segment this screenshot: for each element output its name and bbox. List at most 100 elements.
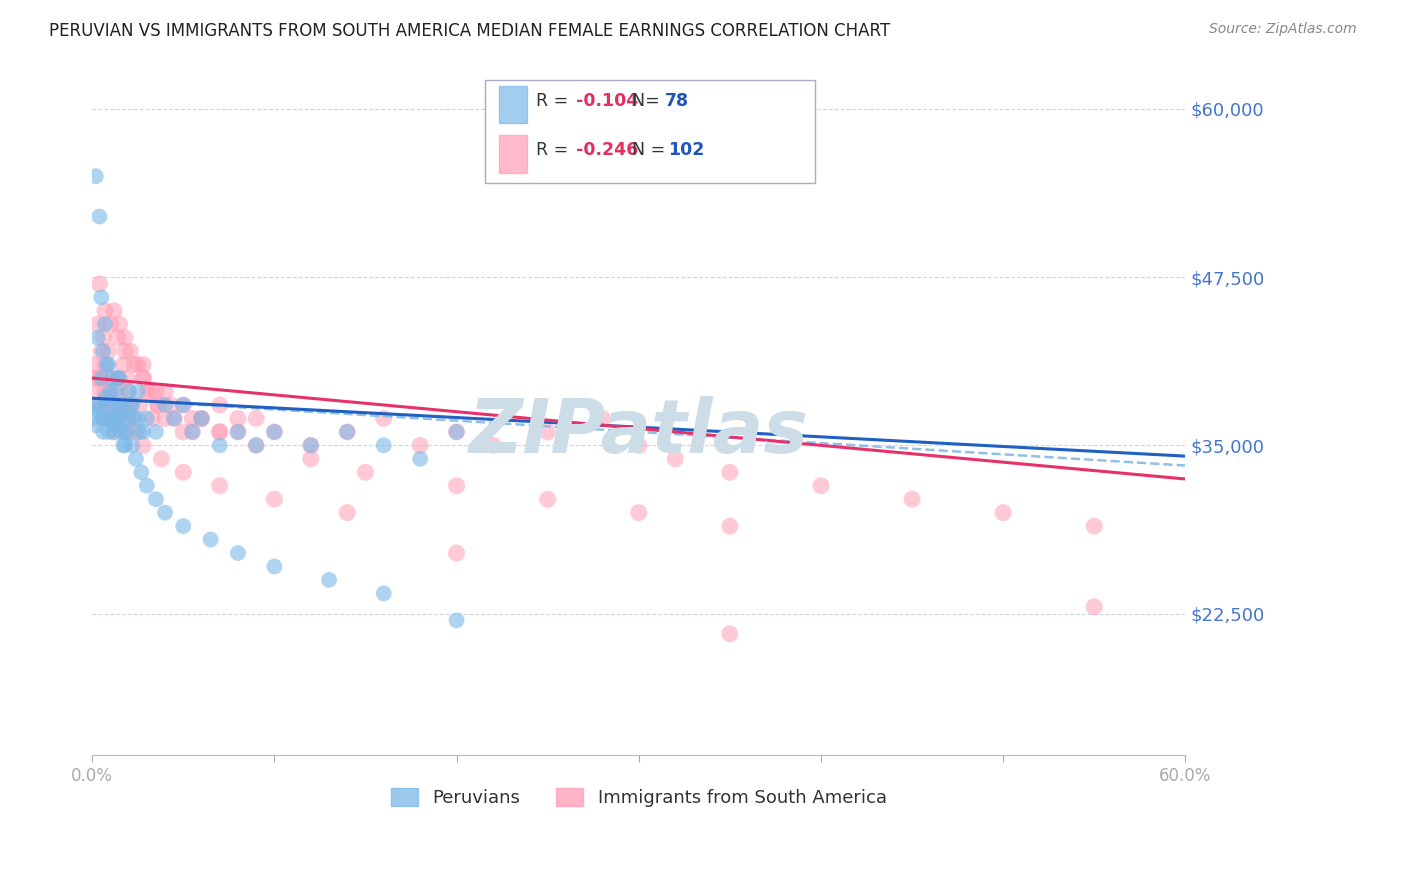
Immigrants from South America (108, 317, 131, 331)
Immigrants from South America (159, 398, 181, 412)
Immigrants from South America (127, 358, 149, 372)
Text: N=: N= (621, 92, 665, 111)
Peruvians (94, 317, 117, 331)
Immigrants from South America (107, 411, 129, 425)
Peruvians (91, 425, 114, 439)
Immigrants from South America (181, 425, 204, 439)
Text: -0.246: -0.246 (576, 141, 638, 159)
Immigrants from South America (208, 479, 231, 493)
Peruvians (89, 405, 111, 419)
Immigrants from South America (245, 411, 267, 425)
Peruvians (117, 384, 139, 399)
Peruvians (86, 331, 108, 345)
Immigrants from South America (409, 438, 432, 452)
Peruvians (128, 425, 150, 439)
Immigrants from South America (114, 398, 136, 412)
Peruvians (104, 384, 127, 399)
Immigrants from South America (354, 465, 377, 479)
Immigrants from South America (135, 384, 157, 399)
Immigrants from South America (537, 492, 560, 507)
Immigrants from South America (117, 425, 139, 439)
Peruvians (96, 411, 118, 425)
Peruvians (108, 371, 131, 385)
Peruvians (84, 169, 107, 184)
Peruvians (145, 492, 167, 507)
Immigrants from South America (89, 398, 111, 412)
Immigrants from South America (181, 411, 204, 425)
Immigrants from South America (172, 425, 194, 439)
Peruvians (172, 519, 194, 533)
Peruvians (90, 290, 112, 304)
Peruvians (91, 344, 114, 359)
Peruvians (446, 425, 468, 439)
Peruvians (101, 371, 124, 385)
Peruvians (89, 398, 111, 412)
Immigrants from South America (86, 317, 108, 331)
Peruvians (226, 546, 249, 560)
Peruvians (373, 438, 395, 452)
Immigrants from South America (114, 331, 136, 345)
Immigrants from South America (100, 398, 122, 412)
Peruvians (263, 425, 285, 439)
Immigrants from South America (97, 398, 120, 412)
Immigrants from South America (89, 277, 111, 291)
Immigrants from South America (299, 438, 322, 452)
Peruvians (127, 411, 149, 425)
Immigrants from South America (103, 303, 125, 318)
Peruvians (114, 425, 136, 439)
Immigrants from South America (537, 425, 560, 439)
Peruvians (336, 425, 359, 439)
Peruvians (299, 438, 322, 452)
Immigrants from South America (208, 398, 231, 412)
Immigrants from South America (226, 411, 249, 425)
Text: 102: 102 (668, 141, 704, 159)
Peruvians (101, 411, 124, 425)
Peruvians (181, 425, 204, 439)
Immigrants from South America (132, 358, 155, 372)
Peruvians (125, 451, 148, 466)
Immigrants from South America (336, 425, 359, 439)
Immigrants from South America (1083, 519, 1105, 533)
Peruvians (135, 411, 157, 425)
Peruvians (121, 438, 143, 452)
Immigrants from South America (208, 425, 231, 439)
Text: PERUVIAN VS IMMIGRANTS FROM SOUTH AMERICA MEDIAN FEMALE EARNINGS CORRELATION CHA: PERUVIAN VS IMMIGRANTS FROM SOUTH AMERIC… (49, 22, 890, 40)
Immigrants from South America (153, 411, 176, 425)
Immigrants from South America (446, 546, 468, 560)
Immigrants from South America (120, 398, 142, 412)
Immigrants from South America (97, 344, 120, 359)
Immigrants from South America (718, 465, 741, 479)
Immigrants from South America (107, 371, 129, 385)
Peruvians (83, 411, 105, 425)
Immigrants from South America (718, 519, 741, 533)
Immigrants from South America (101, 411, 124, 425)
Peruvians (263, 559, 285, 574)
Peruvians (120, 398, 142, 412)
Peruvians (132, 425, 155, 439)
Peruvians (121, 398, 143, 412)
Immigrants from South America (128, 398, 150, 412)
Peruvians (104, 418, 127, 433)
Immigrants from South America (299, 451, 322, 466)
Immigrants from South America (263, 425, 285, 439)
Peruvians (446, 613, 468, 627)
Peruvians (172, 398, 194, 412)
Immigrants from South America (482, 438, 505, 452)
Peruvians (153, 506, 176, 520)
Immigrants from South America (122, 358, 145, 372)
Peruvians (110, 398, 132, 412)
Peruvians (110, 425, 132, 439)
Immigrants from South America (190, 411, 212, 425)
Immigrants from South America (208, 425, 231, 439)
Immigrants from South America (90, 344, 112, 359)
Peruvians (94, 391, 117, 405)
Peruvians (122, 411, 145, 425)
Immigrants from South America (108, 384, 131, 399)
Immigrants from South America (664, 451, 686, 466)
Immigrants from South America (96, 371, 118, 385)
Immigrants from South America (117, 384, 139, 399)
Immigrants from South America (163, 411, 186, 425)
Peruvians (145, 425, 167, 439)
Peruvians (90, 371, 112, 385)
Peruvians (112, 405, 135, 419)
